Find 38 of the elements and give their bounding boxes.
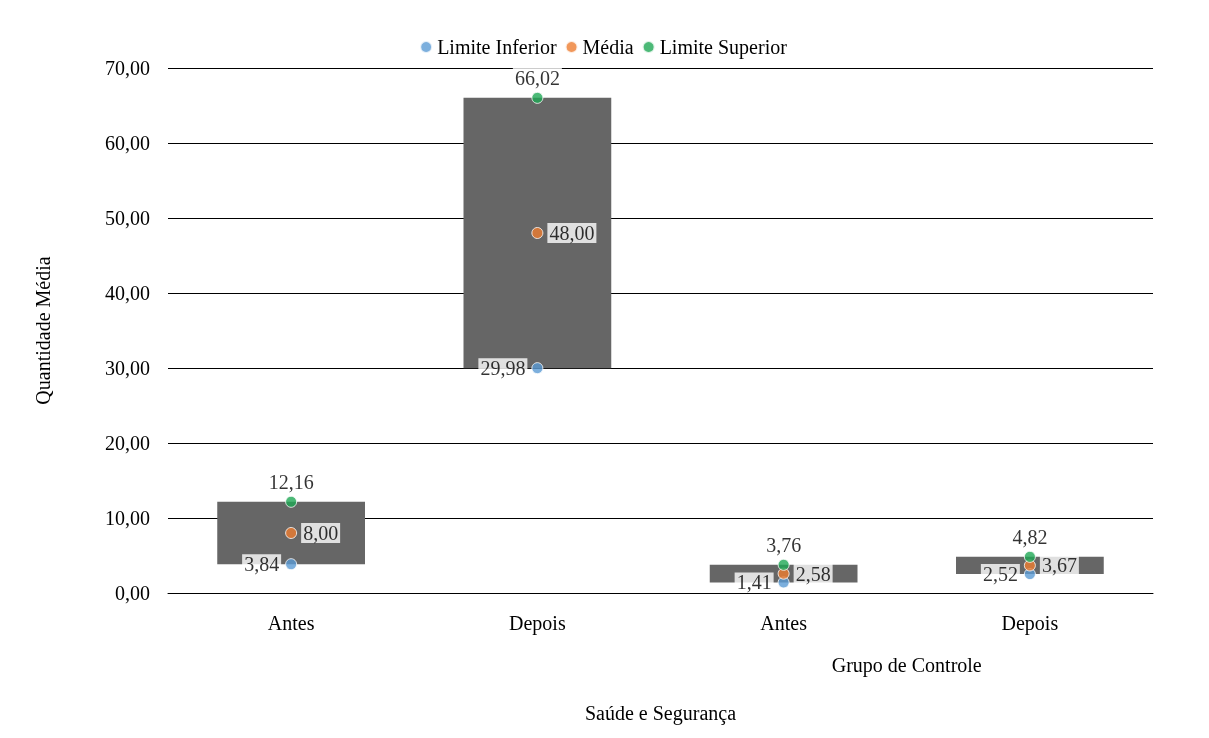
- data-label: 48,00: [549, 222, 595, 244]
- point: [285, 558, 298, 571]
- data-label: 29,98: [480, 357, 526, 380]
- y-tick-label: 70,00: [105, 57, 150, 79]
- point: [531, 362, 544, 375]
- data-label: 2,58: [795, 562, 831, 585]
- point: [285, 527, 298, 539]
- data-label: 2,52: [982, 563, 1018, 586]
- y-tick-label: 20,00: [105, 432, 150, 454]
- y-tick-label: 0,00: [115, 582, 150, 604]
- point: [531, 227, 544, 239]
- x-tick-label: Depois: [1001, 612, 1059, 635]
- y-axis-title: Quantidade Média: [32, 256, 54, 405]
- x-tick-label: Depois: [509, 612, 566, 635]
- legend-label: Média: [582, 36, 634, 58]
- point: [531, 91, 544, 104]
- point: [1023, 550, 1036, 563]
- x-tick-label: Antes: [267, 612, 315, 634]
- data-label: 1,41: [736, 571, 772, 594]
- y-tick-label: 40,00: [105, 282, 150, 304]
- data-label: 12,16: [268, 470, 314, 493]
- legend-label: Limite Inferior: [437, 36, 557, 58]
- y-tick-label: 50,00: [105, 207, 150, 229]
- y-tick-label: 10,00: [105, 507, 150, 529]
- x-axis-title: Saúde e Segurança: [584, 702, 737, 725]
- data-label: 3,84: [244, 553, 280, 576]
- x-tick-label: Antes: [760, 612, 808, 634]
- y-tick-label: 60,00: [105, 132, 150, 154]
- legend-label: Limite Superior: [659, 36, 788, 59]
- text: Grupo de Controle: [831, 654, 982, 677]
- point: [777, 558, 790, 571]
- data-label: 66,02: [514, 66, 560, 89]
- data-label: 3,67: [1041, 554, 1077, 577]
- data-label: 4,82: [1012, 525, 1048, 548]
- point: [285, 495, 298, 508]
- data-label: 8,00: [303, 522, 339, 544]
- y-tick-label: 30,00: [105, 357, 150, 379]
- data-label: 3,76: [766, 533, 802, 556]
